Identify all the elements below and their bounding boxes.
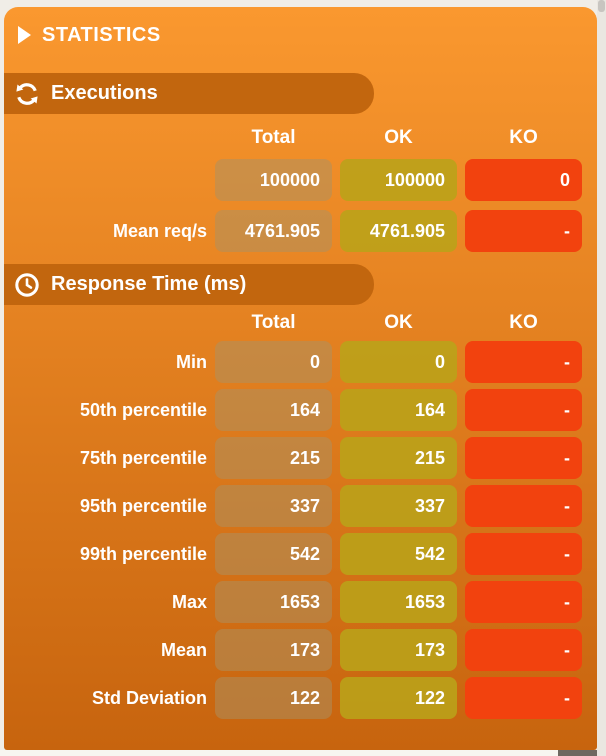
table-row: Std Deviation 122 122-	[4, 677, 597, 719]
section-response-time: Response Time (ms) Total OK KO Min 0 0-50th pe…	[4, 264, 597, 719]
total-value-cell: 215	[215, 437, 332, 479]
column-header-ko: KO	[509, 312, 538, 333]
expand-triangle-icon	[18, 26, 31, 44]
ko-value-cell: -	[465, 533, 582, 575]
vertical-scrollbar-thumb[interactable]	[598, 0, 605, 12]
clock-icon	[14, 272, 40, 298]
row-label: Mean req/s	[112, 220, 207, 241]
total-value-cell: 173	[215, 629, 332, 671]
ko-value-cell: -	[465, 485, 582, 527]
row-label: Mean	[160, 639, 207, 660]
ko-value-cell: -	[465, 629, 582, 671]
ko-value-cell: -	[465, 210, 582, 252]
total-value-cell: 122	[215, 677, 332, 719]
table-row: 50th percentile 164 164-	[4, 389, 597, 431]
statistics-header[interactable]: STATISTICS	[4, 7, 597, 51]
ok-value-cell: 337	[340, 485, 457, 527]
ok-value-cell: 164	[340, 389, 457, 431]
row-label: Min	[176, 351, 207, 372]
row-label: Std Deviation	[91, 687, 207, 708]
row-label: 50th percentile	[79, 399, 207, 420]
ok-value-cell: 122	[340, 677, 457, 719]
table-row: Mean req/s 4761.905 4761.905-	[4, 210, 597, 252]
row-label: Max	[171, 591, 207, 612]
statistics-panel: STATISTICS Executions Total OK KO 100000 1000…	[4, 7, 597, 750]
ko-value-cell: -	[465, 341, 582, 383]
row-label: 75th percentile	[79, 447, 207, 468]
table-row: Max 1653 1653-	[4, 581, 597, 623]
ok-value-cell: 215	[340, 437, 457, 479]
table-row: 100000 100000 0	[4, 159, 597, 201]
horizontal-scrollbar-thumb[interactable]	[558, 750, 597, 756]
ko-value-cell: -	[465, 389, 582, 431]
total-value-cell: 337	[215, 485, 332, 527]
ok-value-cell: 1653	[340, 581, 457, 623]
total-value-cell: 542	[215, 533, 332, 575]
ko-value-cell: 0	[465, 159, 582, 201]
section-title: Executions	[51, 82, 158, 104]
table-row: 99th percentile 542 542-	[4, 533, 597, 575]
vertical-scrollbar[interactable]	[597, 0, 606, 756]
total-value-cell: 1653	[215, 581, 332, 623]
row-label: 95th percentile	[79, 495, 207, 516]
page-title: STATISTICS	[42, 23, 161, 46]
column-header-total: Total	[251, 312, 296, 333]
column-header-ok: OK	[384, 127, 413, 148]
section-title: Response Time (ms)	[51, 273, 247, 295]
ok-value-cell: 100000	[340, 159, 457, 201]
table-row: 95th percentile 337 337-	[4, 485, 597, 527]
total-value-cell: 100000	[215, 159, 332, 201]
refresh-icon	[14, 81, 40, 107]
table-row: 75th percentile 215 215-	[4, 437, 597, 479]
total-value-cell: 0	[215, 341, 332, 383]
horizontal-scrollbar[interactable]	[0, 750, 597, 756]
total-value-cell: 4761.905	[215, 210, 332, 252]
section-header-executions[interactable]: Executions	[4, 73, 374, 114]
column-header-total: Total	[251, 127, 296, 148]
section-header-response-time[interactable]: Response Time (ms)	[4, 264, 374, 305]
section-executions: Executions Total OK KO 100000 100000 0 Mean req…	[4, 73, 597, 252]
ok-value-cell: 0	[340, 341, 457, 383]
ko-value-cell: -	[465, 581, 582, 623]
ok-value-cell: 542	[340, 533, 457, 575]
row-label: 99th percentile	[79, 543, 207, 564]
table-row: Mean 173 173-	[4, 629, 597, 671]
ok-value-cell: 4761.905	[340, 210, 457, 252]
column-header-ko: KO	[509, 127, 538, 148]
total-value-cell: 164	[215, 389, 332, 431]
table-row: Min 0 0-	[4, 341, 597, 383]
ok-value-cell: 173	[340, 629, 457, 671]
ko-value-cell: -	[465, 437, 582, 479]
table-header-row: Total OK KO	[4, 311, 597, 335]
column-header-ok: OK	[384, 312, 413, 333]
table-header-row: Total OK KO	[4, 126, 597, 150]
sections-container: Executions Total OK KO 100000 100000 0 Mean req…	[4, 73, 597, 719]
ko-value-cell: -	[465, 677, 582, 719]
